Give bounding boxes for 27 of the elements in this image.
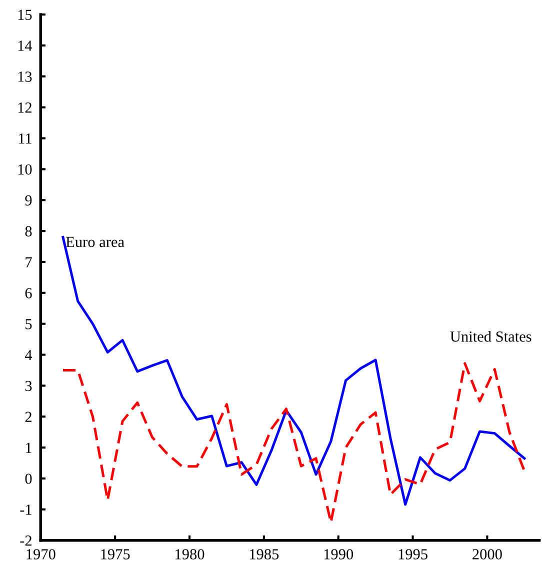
series-label: Euro area xyxy=(66,236,124,248)
y-tick-label: -2 xyxy=(20,536,32,546)
y-tick-label: 5 xyxy=(26,319,32,330)
y-tick-label: 8 xyxy=(25,226,32,236)
y-tick-label: -1 xyxy=(20,504,32,515)
y-tick-label: 1 xyxy=(26,442,32,453)
y-tick-label: 15 xyxy=(18,10,32,20)
x-tick-label: 1990 xyxy=(324,549,354,560)
y-tick-label: 13 xyxy=(18,72,32,82)
y-tick-label: 10 xyxy=(18,164,32,175)
y-tick-label: 7 xyxy=(26,257,32,268)
x-tick-label: 1995 xyxy=(398,549,428,560)
y-tick-label: 2 xyxy=(25,412,32,422)
y-tick-label: 11 xyxy=(18,133,32,144)
y-tick-label: 12 xyxy=(18,102,32,113)
x-tick-label: 1980 xyxy=(176,549,204,560)
y-tick-label: 9 xyxy=(25,195,32,206)
y-tick-label: 3 xyxy=(25,380,32,392)
x-tick-label: 1970 xyxy=(26,549,56,560)
series-label: United States xyxy=(450,330,532,342)
y-tick-label: 6 xyxy=(25,288,32,298)
x-tick-label: 1985 xyxy=(250,549,279,560)
x-tick-label: 1975 xyxy=(101,549,130,560)
y-tick-label: 0 xyxy=(25,474,32,484)
y-tick-label: 4 xyxy=(24,350,32,360)
y-tick-label: 14 xyxy=(18,40,32,51)
x-tick-label: 2000 xyxy=(472,549,502,560)
